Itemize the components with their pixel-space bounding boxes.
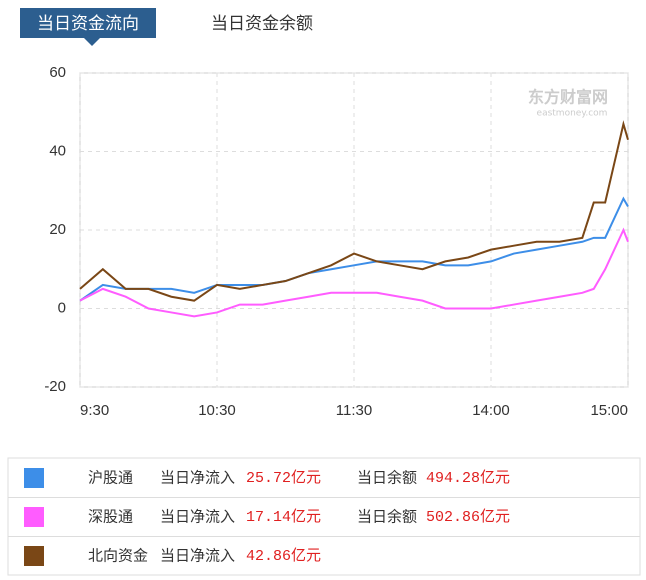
- watermark: eastmoney.com: [537, 109, 608, 119]
- y-tick-label: 0: [58, 299, 66, 316]
- inflow-value: 42.86亿元: [246, 547, 321, 565]
- inflow-value: 17.14亿元: [246, 508, 321, 526]
- y-tick-label: 40: [49, 142, 66, 159]
- legend-label: 沪股通: [88, 469, 133, 487]
- watermark: 东方财富网: [528, 88, 608, 107]
- tab-pointer: [84, 38, 100, 46]
- inflow-label: 当日净流入: [160, 469, 235, 487]
- legend-label: 深股通: [88, 508, 133, 526]
- inflow-value: 25.72亿元: [246, 469, 321, 487]
- series-line: [79, 227, 629, 318]
- x-tick-label: 11:30: [336, 402, 372, 419]
- balance-value: 494.28亿元: [426, 469, 510, 487]
- summary-table: [7, 457, 641, 576]
- x-tick-label: 15:00: [590, 402, 628, 419]
- x-tick-label: 9:30: [80, 402, 109, 419]
- tab-active[interactable]: 当日资金流向: [37, 14, 139, 34]
- inflow-label: 当日净流入: [160, 508, 235, 526]
- y-tick-label: -20: [44, 378, 66, 395]
- tab[interactable]: 当日资金余额: [211, 14, 313, 34]
- series-line: [79, 120, 629, 302]
- y-tick-label: 60: [49, 64, 66, 81]
- x-tick-label: 10:30: [198, 402, 236, 419]
- active-tab-bg[interactable]: [20, 8, 156, 38]
- y-tick-label: 20: [49, 221, 66, 238]
- x-tick-label: 14:00: [472, 402, 510, 419]
- legend-label: 北向资金: [88, 547, 148, 565]
- legend-swatch: [24, 507, 44, 527]
- balance-label: 当日余额: [357, 508, 417, 526]
- legend-swatch: [24, 468, 44, 488]
- balance-value: 502.86亿元: [426, 508, 510, 526]
- balance-label: 当日余额: [357, 469, 417, 487]
- legend-swatch: [24, 546, 44, 566]
- inflow-label: 当日净流入: [160, 547, 235, 565]
